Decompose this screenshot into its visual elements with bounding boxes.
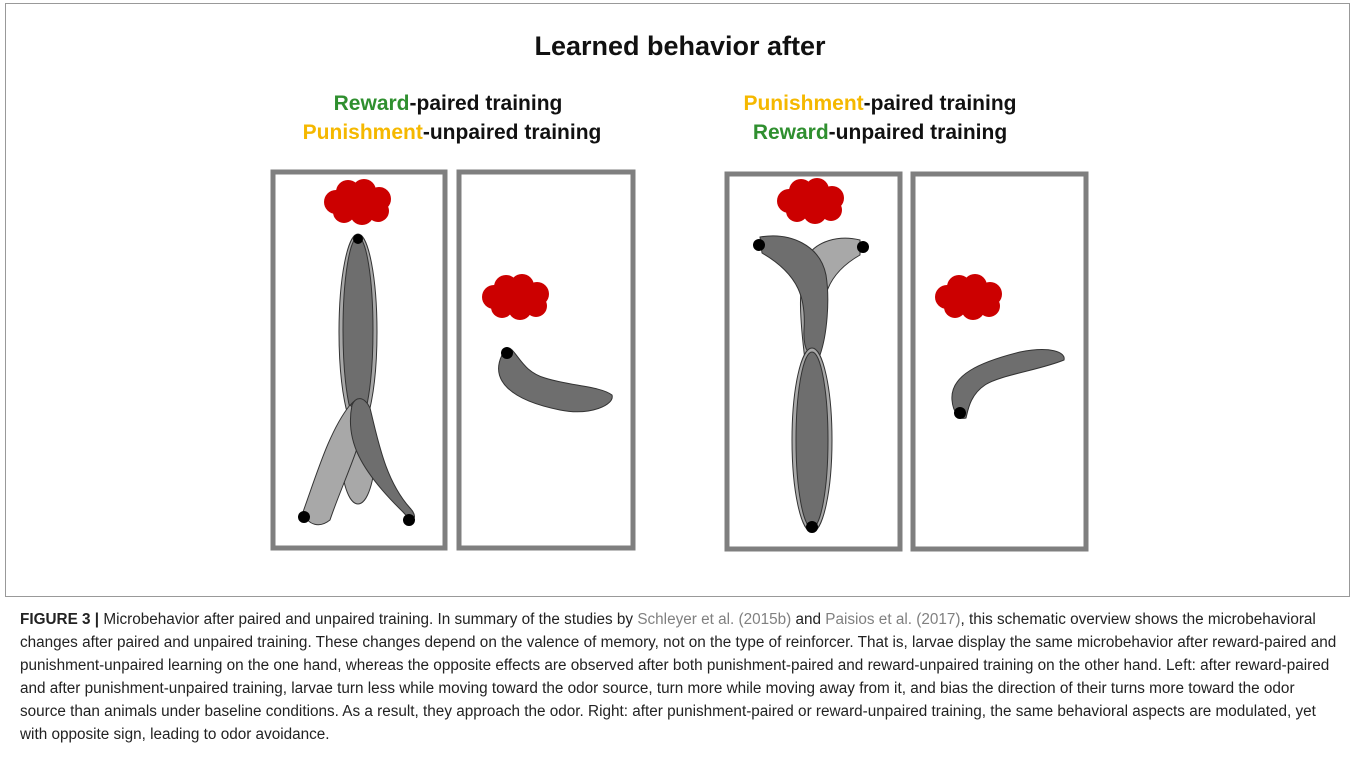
panel-heading: Reward-unpaired training (753, 121, 1007, 144)
panel-heading: Reward-paired training (334, 92, 563, 115)
citation-link[interactable]: Schleyer et al. (2015b) (637, 611, 791, 628)
panel-heading: Punishment-unpaired training (303, 121, 602, 144)
heading-text: -paired training (864, 92, 1017, 115)
heading-text: -unpaired training (423, 121, 602, 144)
citation-link[interactable]: Paisios et al. (2017) (825, 611, 960, 628)
heading-text: -unpaired training (829, 121, 1008, 144)
caption-label: FIGURE 3 | (20, 611, 99, 628)
highlight: Punishment (303, 121, 423, 144)
larvae-right (753, 236, 1064, 533)
figure-caption: FIGURE 3 | Microbehavior after paired an… (20, 608, 1342, 746)
caption-text: and (791, 611, 825, 628)
panel-heading: Punishment-paired training (743, 92, 1016, 115)
caption-text: Microbehavior after paired and unpaired … (99, 611, 637, 628)
heading-text: -paired training (410, 92, 563, 115)
page: Learned behavior after Reward-paired tra… (0, 0, 1357, 769)
highlight: Reward (753, 121, 829, 144)
larvae-left (298, 234, 612, 526)
caption-text: , this schematic overview shows the micr… (20, 611, 1336, 743)
highlight: Reward (334, 92, 410, 115)
figure: Learned behavior after Reward-paired tra… (0, 0, 1357, 600)
highlight: Punishment (743, 92, 863, 115)
figure-title: Learned behavior after (534, 31, 826, 61)
